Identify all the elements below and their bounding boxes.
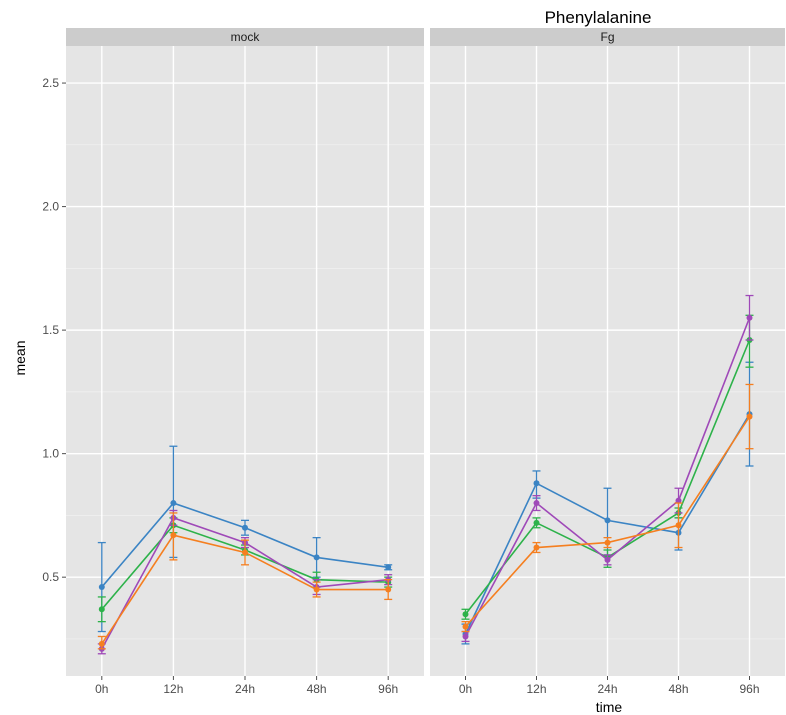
- facet-strip: [66, 28, 424, 46]
- series-1: [97, 445, 393, 633]
- data-point: [604, 556, 611, 563]
- x-tick-label: 12h: [526, 682, 546, 696]
- data-point: [242, 524, 248, 531]
- data-point: [746, 314, 753, 321]
- facet-strip-label: mock: [231, 30, 261, 44]
- data-point: [604, 539, 611, 546]
- x-tick-label: 0h: [95, 682, 108, 696]
- data-point: [675, 497, 682, 504]
- facet-strip: [430, 28, 785, 46]
- data-point: [533, 500, 540, 507]
- data-point: [533, 544, 540, 551]
- data-point: [385, 564, 392, 571]
- data-point: [98, 606, 105, 613]
- x-tick-label: 96h: [739, 682, 759, 696]
- facet-strip-label: Fg: [600, 30, 614, 44]
- series-4: [97, 512, 393, 650]
- data-point: [98, 640, 105, 647]
- y-tick-label: 1.0: [42, 447, 59, 461]
- x-tick-label: 48h: [668, 682, 688, 696]
- x-axis-title: time: [596, 699, 623, 715]
- data-point: [313, 554, 320, 561]
- y-tick-label: 1.5: [42, 323, 59, 337]
- data-point: [462, 611, 469, 618]
- data-point: [533, 519, 540, 526]
- data-point: [604, 517, 611, 524]
- data-point: [242, 549, 248, 556]
- data-point: [746, 413, 753, 420]
- x-tick-label: 24h: [597, 682, 617, 696]
- data-point: [170, 532, 177, 539]
- chart-title: Phenylalanine: [545, 8, 652, 27]
- y-tick-label: 0.5: [42, 570, 59, 584]
- y-tick-label: 2.0: [42, 200, 59, 214]
- facet-panels: mock 0.5 1.0 1.5 2.0 2.5 0h 12h 24h 48h 96h Fg 0h 12h…: [42, 28, 785, 696]
- facet-panel-fg: Fg 0h 12h 24h 48h 96h: [430, 28, 785, 696]
- y-axis-title: mean: [12, 340, 28, 375]
- data-point: [98, 584, 105, 591]
- x-tick-label: 24h: [235, 682, 255, 696]
- data-point: [170, 500, 177, 507]
- x-tick-label: 48h: [307, 682, 327, 696]
- x-tick-label: 0h: [459, 682, 472, 696]
- x-tick-label: 12h: [163, 682, 183, 696]
- series-4: [461, 383, 754, 633]
- data-point: [313, 586, 320, 593]
- y-tick-label: 2.5: [42, 76, 59, 90]
- data-point: [533, 480, 540, 487]
- data-point: [462, 623, 469, 630]
- x-tick-label: 96h: [378, 682, 398, 696]
- series-3: [461, 294, 754, 643]
- data-point: [385, 586, 392, 593]
- data-point: [675, 522, 682, 529]
- facet-panel-mock: mock 0.5 1.0 1.5 2.0 2.5 0h 12h 24h 48h 96h: [42, 28, 424, 696]
- data-point: [462, 633, 469, 640]
